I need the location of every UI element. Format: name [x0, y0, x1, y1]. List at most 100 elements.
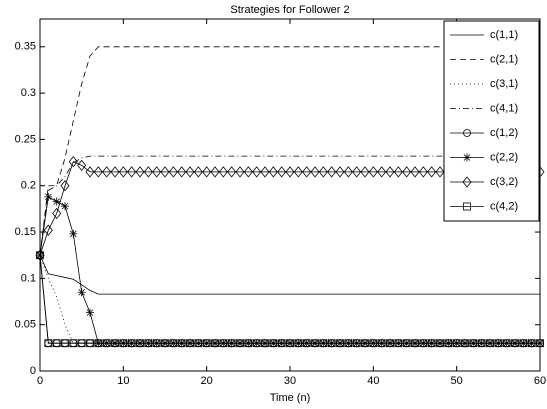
x-tick-label: 60 [534, 375, 546, 387]
marker [411, 339, 419, 348]
marker [268, 166, 278, 178]
marker [344, 339, 353, 348]
legend-box [443, 20, 540, 222]
marker [110, 166, 120, 178]
marker [536, 339, 544, 348]
marker [436, 339, 444, 348]
marker [462, 176, 472, 188]
marker [77, 159, 87, 171]
marker [286, 339, 294, 348]
y-tick-label: 0.05 [15, 319, 36, 331]
marker [185, 166, 195, 178]
marker [261, 339, 269, 348]
marker [61, 339, 69, 348]
marker [463, 153, 471, 162]
x-tick-label: 20 [201, 375, 213, 387]
marker [360, 166, 370, 178]
marker [211, 339, 219, 348]
marker [36, 251, 44, 260]
marker [435, 166, 445, 178]
marker [293, 166, 303, 178]
marker [410, 166, 420, 178]
marker [427, 166, 437, 178]
marker [68, 156, 78, 168]
marker [144, 339, 153, 348]
marker [302, 339, 311, 348]
marker [294, 339, 303, 348]
y-tick-label: 0.3 [21, 87, 36, 99]
x-axis-label: Time (n) [270, 392, 311, 404]
marker [44, 339, 53, 348]
y-tick-label: 0.25 [15, 133, 36, 145]
legend-label: c(4,2) [490, 200, 518, 212]
marker [118, 166, 128, 178]
series-line [39, 155, 540, 256]
marker [302, 166, 312, 178]
legend-label: c(4,1) [490, 102, 518, 114]
marker [119, 339, 128, 348]
marker [260, 166, 270, 178]
marker [402, 166, 412, 178]
marker [327, 166, 337, 178]
x-tick-label: 40 [367, 375, 379, 387]
marker [219, 339, 228, 348]
marker [143, 166, 153, 178]
marker [52, 197, 61, 206]
marker [486, 339, 494, 348]
marker [44, 192, 53, 201]
marker [160, 166, 170, 178]
marker [210, 166, 220, 178]
marker [127, 339, 136, 348]
marker [385, 166, 395, 178]
marker [102, 339, 111, 348]
marker [169, 339, 178, 348]
marker [168, 166, 178, 178]
marker [186, 339, 194, 348]
marker [94, 339, 103, 348]
marker [335, 166, 345, 178]
marker [377, 339, 386, 348]
marker [469, 339, 478, 348]
marker [252, 339, 261, 348]
marker [318, 166, 328, 178]
legend-label: c(1,2) [490, 127, 518, 139]
marker [277, 339, 286, 348]
x-tick-label: 10 [117, 375, 129, 387]
marker [35, 249, 45, 261]
series-line [39, 255, 540, 344]
marker [327, 339, 336, 348]
marker [161, 339, 169, 348]
marker [244, 339, 253, 348]
marker [52, 207, 62, 220]
marker [193, 166, 203, 178]
y-tick-label: 0.35 [15, 41, 36, 53]
marker [135, 166, 145, 178]
marker [61, 202, 69, 211]
marker [86, 339, 94, 348]
marker [343, 166, 353, 178]
legend-label: c(1,1) [490, 29, 518, 41]
marker [111, 339, 119, 348]
marker [252, 166, 262, 178]
marker [519, 339, 528, 348]
marker [102, 166, 112, 178]
legend-label: c(2,1) [490, 53, 518, 65]
marker [352, 339, 361, 348]
x-tick-label: 0 [37, 375, 43, 387]
marker [461, 339, 469, 348]
marker [402, 339, 411, 348]
marker [477, 339, 486, 348]
marker [386, 339, 394, 348]
marker [527, 339, 536, 348]
legend-label: c(3,2) [490, 176, 518, 188]
marker [85, 166, 95, 178]
marker [235, 166, 245, 178]
marker [52, 339, 61, 348]
marker [393, 166, 403, 178]
marker [93, 166, 103, 178]
marker [463, 202, 471, 211]
marker [127, 166, 137, 178]
marker [444, 339, 453, 348]
marker [452, 339, 461, 348]
y-tick-label: 0.15 [15, 226, 36, 238]
